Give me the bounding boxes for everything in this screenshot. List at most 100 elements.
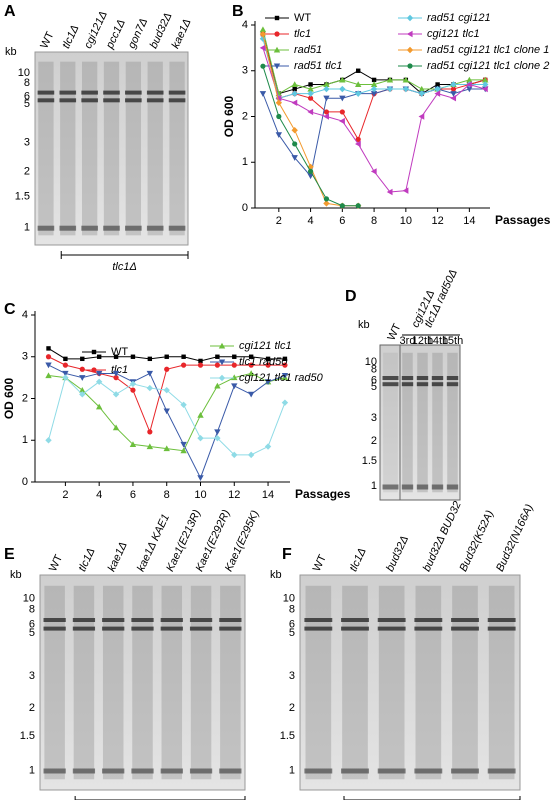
gel-band [431,376,444,380]
gel-band [341,618,369,622]
point [418,90,425,97]
point [307,85,314,92]
point [275,95,282,102]
lane-label: Bud32(N166A) [494,502,536,573]
gel-band [487,626,516,631]
gel-band [168,225,186,231]
gel-band [125,225,142,231]
passage-label: 3rd [400,335,416,347]
panel-letter: D [345,288,357,305]
passage-label: 15th [442,335,463,347]
size-marker: 10 [365,356,377,368]
size-marker: 8 [371,364,377,376]
point [181,354,186,359]
gel-smear [73,585,95,780]
gel-band [304,626,333,631]
gel-band [131,768,154,774]
point [273,63,281,70]
y-tick-label: 3 [242,65,248,77]
lane-label: pcc1Δ [104,18,128,52]
y-tick-label: 2 [22,392,28,404]
point [418,113,425,120]
legend-label: tlc1 [111,364,128,376]
point [198,358,203,364]
gel-band [431,382,444,387]
point [265,356,271,362]
gel [34,51,189,246]
gel-smear [147,61,163,236]
gel-band [59,225,77,231]
point [435,82,440,87]
gel-band [43,626,66,631]
gel-band [72,626,96,631]
point [259,26,267,33]
size-marker: 1 [24,222,30,234]
point [164,354,169,359]
point [482,85,488,93]
point [259,35,267,42]
passage-label: 14th [427,335,448,347]
point [232,354,237,359]
point [248,362,254,368]
point [291,155,298,161]
point [291,99,298,106]
gel-band [451,768,479,774]
legend-label: WT [294,12,311,24]
panel-letter: A [4,3,16,20]
size-marker: 8 [24,77,30,89]
point [273,46,281,53]
point [231,374,238,381]
gel-band [414,618,443,622]
point [370,85,378,93]
gel-band [37,225,55,231]
point [482,76,489,83]
gel-band [446,376,459,380]
point [386,85,394,93]
point [163,408,170,415]
point [129,380,137,388]
point [95,378,103,385]
panel-letter: E [4,546,15,563]
point [259,44,266,52]
point [62,362,68,368]
lane-label: Bud32(K52A) [457,508,496,573]
point [63,356,68,362]
point [214,362,220,368]
gel-smear [342,585,368,780]
gel-band [304,618,333,622]
lane-label: WT [311,553,329,574]
legend-label: rad51 cgi121 [427,12,491,24]
point [450,86,457,92]
lane-label: WT [38,30,56,51]
gel-band [59,98,77,103]
legend-label: rad51 cgi121 tlc1 clone 1 [427,44,549,56]
point [45,354,52,360]
gel-band [81,98,98,103]
size-marker: 5 [29,627,35,639]
size-marker: 6 [29,618,35,630]
point [323,113,330,120]
point [370,91,378,97]
point [450,95,457,102]
point [275,99,283,106]
point [45,362,52,369]
point [402,76,410,83]
panel-letter: F [282,546,292,563]
size-marker: 5 [289,627,295,639]
panel-letter: C [4,301,16,318]
point [231,383,238,390]
gel-band [487,768,516,774]
lane-label: bud32Δ BUD32 [421,499,464,573]
panel-letter: B [232,3,244,20]
gel-smear [60,61,76,236]
point [450,81,457,88]
gel-band [341,626,369,631]
point [79,391,86,398]
point [264,379,272,385]
point [79,375,86,381]
lane-label: kae1Δ [106,540,130,573]
bracket-label: tlc1Δ [112,261,137,273]
point [323,109,330,115]
point [339,76,346,83]
point [355,140,361,148]
